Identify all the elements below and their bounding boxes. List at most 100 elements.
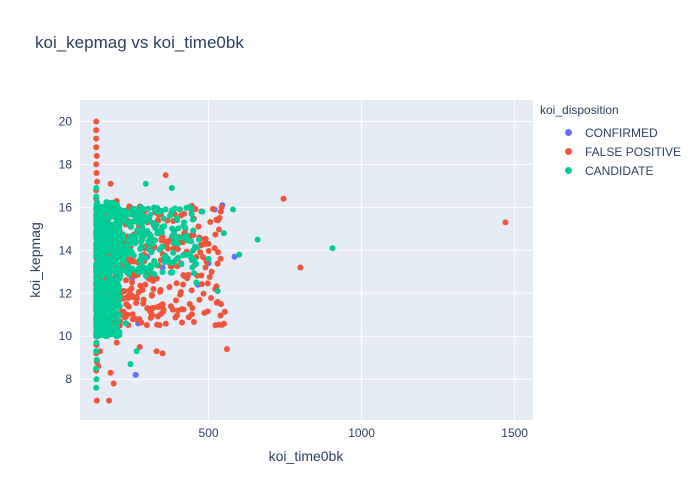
data-point-candidate <box>93 262 100 269</box>
data-point-candidate <box>93 193 100 200</box>
legend-item-candidate[interactable]: CANDIDATE <box>540 161 681 180</box>
data-point-candidate <box>230 206 237 213</box>
data-point-candidate <box>188 257 195 264</box>
data-point-candidate <box>153 221 160 228</box>
x-tick-label: 500 <box>199 426 219 440</box>
data-point-candidate <box>101 221 108 228</box>
data-point-candidate <box>142 272 149 279</box>
data-point-candidate <box>116 311 123 318</box>
data-point-candidate <box>107 255 114 262</box>
data-point-candidate <box>165 259 172 266</box>
data-point-confirmed <box>132 371 139 378</box>
data-point-candidate <box>110 238 117 245</box>
data-point-candidate <box>187 204 194 211</box>
data-point-candidate <box>93 288 100 295</box>
data-point-candidate <box>136 257 143 264</box>
points-layer <box>93 118 509 404</box>
data-point-false-positive <box>121 288 128 295</box>
data-point-candidate <box>151 271 158 278</box>
data-point-false-positive <box>107 369 114 376</box>
data-point-candidate <box>236 251 243 258</box>
data-point-candidate <box>93 296 100 303</box>
data-point-false-positive <box>159 350 166 357</box>
data-point-candidate <box>129 206 136 213</box>
data-point-false-positive <box>147 314 154 321</box>
data-point-candidate <box>103 262 110 269</box>
data-point-candidate <box>133 348 140 355</box>
data-point-candidate <box>174 217 181 224</box>
y-axis-title: koi_kepmag <box>27 222 43 298</box>
data-point-false-positive <box>93 170 100 177</box>
data-point-false-positive <box>218 204 225 211</box>
data-point-candidate <box>214 288 221 295</box>
data-point-false-positive <box>120 308 127 315</box>
y-tick-label: 18 <box>59 157 73 171</box>
data-point-candidate <box>189 216 196 223</box>
data-point-candidate <box>174 234 181 241</box>
data-point-candidate <box>121 253 128 260</box>
data-point-candidate <box>159 269 166 276</box>
data-point-candidate <box>183 251 190 258</box>
plot-area <box>80 100 533 420</box>
data-point-false-positive <box>208 268 215 275</box>
data-point-candidate <box>93 185 100 192</box>
data-point-candidate <box>116 294 123 301</box>
data-point-false-positive <box>204 280 211 287</box>
data-point-false-positive <box>223 346 230 353</box>
data-point-candidate <box>126 238 133 245</box>
data-point-candidate <box>170 239 177 246</box>
data-point-false-positive <box>208 294 215 301</box>
legend-item-false-positive[interactable]: FALSE POSITIVE <box>540 142 681 161</box>
data-point-false-positive <box>215 321 222 328</box>
data-point-false-positive <box>197 249 204 256</box>
data-point-false-positive <box>110 380 117 387</box>
data-point-candidate <box>142 255 149 262</box>
data-point-candidate <box>162 206 169 213</box>
data-point-false-positive <box>186 301 193 308</box>
data-point-candidate <box>93 279 100 286</box>
data-point-false-positive <box>221 320 228 327</box>
data-point-false-positive <box>148 291 155 298</box>
data-point-candidate <box>93 202 100 209</box>
data-point-false-positive <box>140 300 147 307</box>
data-point-candidate <box>113 243 120 250</box>
data-point-false-positive <box>136 343 143 350</box>
data-point-false-positive <box>143 322 150 329</box>
data-point-candidate <box>96 221 103 228</box>
data-point-candidate <box>106 292 113 299</box>
data-point-candidate <box>113 273 120 280</box>
legend-label-candidate: CANDIDATE <box>585 163 654 178</box>
data-point-candidate <box>145 205 152 212</box>
data-point-candidate <box>151 258 158 265</box>
data-point-candidate <box>170 230 177 237</box>
data-point-candidate <box>168 185 175 192</box>
data-point-false-positive <box>185 314 192 321</box>
data-point-false-positive <box>163 241 170 248</box>
data-point-candidate <box>93 236 100 243</box>
data-point-candidate <box>142 180 149 187</box>
data-point-candidate <box>127 361 134 368</box>
data-point-candidate <box>139 223 146 230</box>
data-point-candidate <box>154 205 161 212</box>
data-point-false-positive <box>93 152 100 159</box>
data-point-false-positive <box>184 275 191 282</box>
data-point-candidate <box>170 249 177 256</box>
data-point-candidate <box>173 255 180 262</box>
data-point-candidate <box>101 229 108 236</box>
data-point-false-positive <box>180 306 187 313</box>
data-point-candidate <box>93 228 100 235</box>
data-point-false-positive <box>107 180 114 187</box>
data-point-candidate <box>95 249 102 256</box>
chart-title: koi_kepmag vs koi_time0bk <box>35 33 244 52</box>
data-point-false-positive <box>157 286 164 293</box>
data-point-candidate <box>190 247 197 254</box>
data-point-candidate <box>137 228 144 235</box>
data-point-false-positive <box>174 246 181 253</box>
data-point-candidate <box>93 356 100 363</box>
legend-item-confirmed[interactable]: CONFIRMED <box>540 123 681 142</box>
data-point-false-positive <box>121 314 128 321</box>
data-point-false-positive <box>174 307 181 314</box>
data-point-candidate <box>161 254 168 261</box>
y-tick-label: 10 <box>59 329 73 343</box>
